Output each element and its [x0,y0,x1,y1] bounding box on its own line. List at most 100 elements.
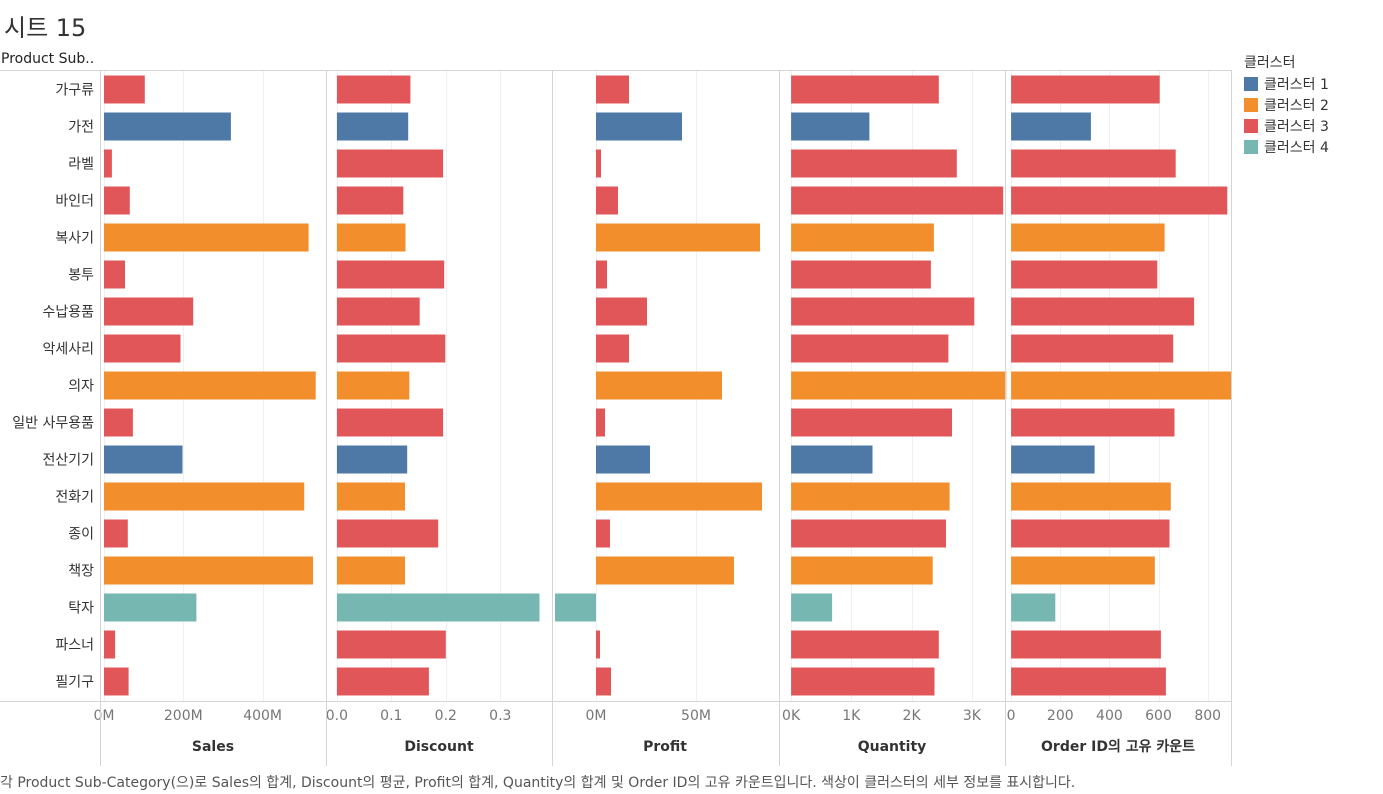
bar[interactable] [336,445,408,474]
bar[interactable] [791,667,935,696]
bar[interactable] [336,519,439,548]
bar[interactable] [104,149,112,178]
bar[interactable] [596,75,629,104]
bar[interactable] [596,667,611,696]
category-label[interactable]: 가전 [68,120,94,136]
bar[interactable] [1011,260,1158,289]
bar[interactable] [791,112,870,141]
bar[interactable] [596,445,650,474]
bar[interactable] [1011,75,1160,104]
bar[interactable] [336,75,411,104]
bar[interactable] [791,297,975,326]
bar[interactable] [596,297,647,326]
bar[interactable] [791,445,873,474]
category-label[interactable]: 의자 [68,379,94,395]
bar[interactable] [336,297,420,326]
bar[interactable] [596,408,605,437]
category-label[interactable]: 라벨 [68,157,94,173]
bar[interactable] [596,149,601,178]
bar[interactable] [336,112,409,141]
bar[interactable] [1011,667,1166,696]
bar[interactable] [104,371,316,400]
bar[interactable] [336,149,444,178]
bar[interactable] [791,519,946,548]
bar[interactable] [104,75,145,104]
bar[interactable] [791,186,1004,215]
bar[interactable] [336,482,405,511]
bar[interactable] [104,112,231,141]
category-label[interactable]: 악세사리 [42,342,94,358]
bar[interactable] [791,630,939,659]
bar[interactable] [791,149,957,178]
bar[interactable] [336,223,406,252]
bar[interactable] [791,260,931,289]
bar[interactable] [1011,371,1231,400]
bar[interactable] [104,593,197,622]
bar[interactable] [104,334,181,363]
bar[interactable] [104,297,194,326]
legend-item[interactable]: 클러스터 4 [1244,136,1329,157]
bar[interactable] [336,556,405,585]
bar[interactable] [336,593,540,622]
bar[interactable] [596,223,760,252]
bar[interactable] [596,556,734,585]
bar[interactable] [104,519,128,548]
category-label[interactable]: 전화기 [55,490,94,506]
dimension-header[interactable]: Product Sub.. [1,51,95,67]
bar[interactable] [1011,297,1195,326]
category-label[interactable]: 수납용품 [42,305,94,321]
category-label[interactable]: 종이 [68,527,94,543]
bar[interactable] [1011,149,1176,178]
bar[interactable] [791,223,934,252]
bar[interactable] [1011,186,1228,215]
category-label[interactable]: 일반 사무용품 [12,416,94,432]
bar[interactable] [104,445,183,474]
category-label[interactable]: 전산기기 [42,453,94,469]
bar[interactable] [336,260,445,289]
bar[interactable] [336,630,446,659]
bar[interactable] [596,630,600,659]
bar[interactable] [1011,334,1174,363]
bar[interactable] [104,408,133,437]
bar[interactable] [1011,482,1171,511]
category-label[interactable]: 봉투 [68,268,94,284]
bar[interactable] [596,519,610,548]
bar[interactable] [1011,556,1155,585]
bar[interactable] [791,593,833,622]
legend-item[interactable]: 클러스터 2 [1244,94,1329,115]
bar[interactable] [336,408,444,437]
category-label[interactable]: 탁자 [68,601,94,617]
bar[interactable] [596,334,629,363]
bar[interactable] [104,186,130,215]
bar[interactable] [104,667,129,696]
bar[interactable] [336,186,404,215]
bar[interactable] [791,371,1007,400]
bar[interactable] [104,482,305,511]
bar[interactable] [555,593,596,622]
category-label[interactable]: 책장 [68,564,94,580]
bar[interactable] [791,482,950,511]
category-label[interactable]: 가구류 [55,83,94,99]
bar[interactable] [596,482,762,511]
bar[interactable] [104,260,125,289]
bar[interactable] [104,630,116,659]
bar[interactable] [1011,445,1095,474]
bar[interactable] [1011,408,1175,437]
bar[interactable] [1011,630,1161,659]
bar[interactable] [104,556,313,585]
bar[interactable] [791,556,933,585]
bar[interactable] [596,371,722,400]
bar[interactable] [596,186,618,215]
bar[interactable] [336,371,410,400]
category-label[interactable]: 바인더 [55,194,94,210]
legend-item[interactable]: 클러스터 3 [1244,115,1329,136]
legend-item[interactable]: 클러스터 1 [1244,73,1329,94]
bar[interactable] [104,223,309,252]
bar[interactable] [791,408,952,437]
bar[interactable] [596,112,682,141]
bar[interactable] [1011,519,1170,548]
bar[interactable] [336,667,429,696]
bar[interactable] [791,334,949,363]
category-label[interactable]: 복사기 [55,231,94,247]
bar[interactable] [1011,112,1091,141]
